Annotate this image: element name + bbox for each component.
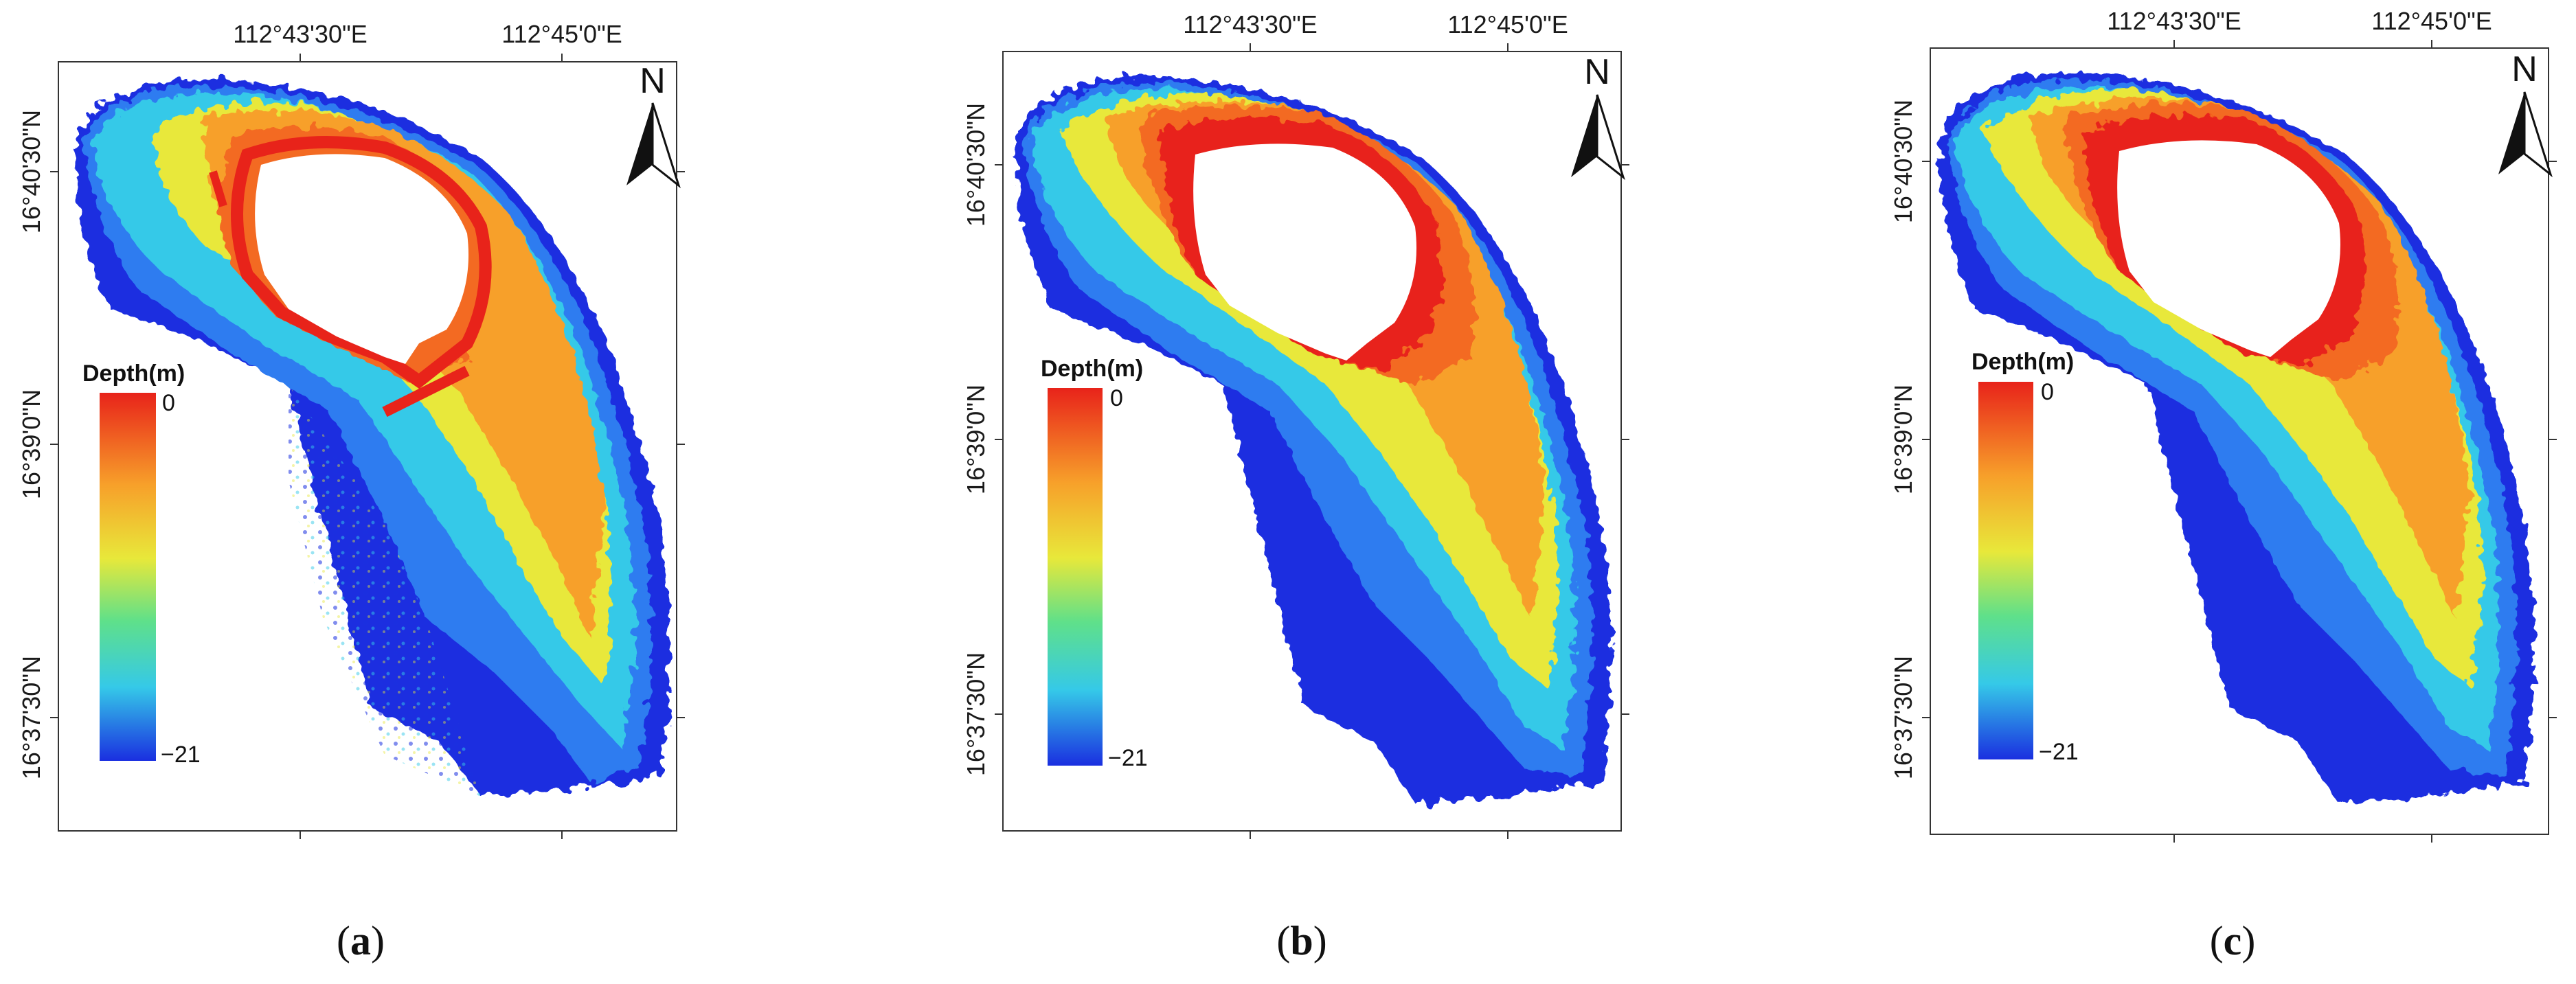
legend-min-label: −21	[1108, 745, 1148, 771]
y-tick-label: 16°40'30"N	[962, 103, 990, 227]
reef-patch	[209, 170, 227, 207]
panel-b: 112°43'30"E 112°45'0"E 16°40'30"N 16°39'…	[962, 10, 1629, 963]
y-tick-label: 16°37'30"N	[17, 656, 45, 779]
y-tick-label: 16°39'0"N	[17, 389, 45, 499]
map-frame	[1930, 47, 2549, 835]
legend-max-label: 0	[2041, 379, 2054, 405]
panel-caption: (a)	[337, 918, 385, 963]
tick-marks	[995, 43, 1629, 839]
y-tick-label: 16°37'30"N	[962, 652, 990, 776]
reef-crest	[231, 136, 492, 389]
island-land	[2117, 140, 2340, 357]
y-tick-label: 16°37'30"N	[1889, 656, 1917, 779]
legend-color-ramp	[1048, 388, 1103, 766]
x-tick-label: 112°43'30"E	[233, 20, 368, 48]
panel-a: 112°43'30"E 112°45'0"E 16°40'30"N 16°39'…	[17, 20, 685, 963]
north-arrow-icon: N	[1571, 52, 1625, 181]
reef-patch	[382, 365, 470, 417]
legend-color-ramp	[1978, 382, 2033, 759]
y-tick-label: 16°40'30"N	[1889, 100, 1917, 223]
north-label: N	[640, 61, 666, 101]
legend-title: Depth(m)	[82, 361, 185, 387]
panel-c: 112°43'30"E 112°45'0"E 16°40'30"N 16°39'…	[1889, 7, 2557, 963]
x-tick-label: 112°43'30"E	[1183, 10, 1318, 38]
legend-title: Depth(m)	[1971, 349, 2074, 375]
depth-legend: Depth(m) 0 −21	[82, 361, 201, 768]
legend-color-ramp	[100, 393, 156, 761]
y-tick-label: 16°39'0"N	[1889, 385, 1917, 494]
y-tick-label: 16°40'30"N	[17, 110, 45, 233]
legend-max-label: 0	[1110, 385, 1123, 411]
map-frame	[1002, 51, 1622, 832]
north-label: N	[1584, 52, 1610, 92]
legend-title: Depth(m)	[1041, 356, 1143, 382]
depth-legend: Depth(m) 0 −21	[1041, 356, 1148, 771]
depth-legend: Depth(m) 0 −21	[1971, 349, 2079, 765]
speckle-texture	[289, 385, 481, 797]
legend-max-label: 0	[162, 390, 175, 416]
x-tick-label: 112°43'30"E	[2107, 7, 2241, 35]
panel-caption: (b)	[1276, 918, 1326, 963]
island-land	[255, 154, 468, 364]
x-tick-label: 112°45'0"E	[501, 20, 622, 48]
tick-marks	[50, 54, 685, 839]
x-tick-label: 112°45'0"E	[2371, 7, 2492, 35]
tick-marks	[1922, 40, 2557, 843]
north-arrow-icon: N	[626, 61, 681, 189]
map-frame	[58, 61, 677, 832]
north-label: N	[2511, 49, 2538, 89]
panel-caption: (c)	[2210, 918, 2256, 963]
legend-min-label: −21	[161, 742, 201, 768]
bathymetry-map	[1015, 76, 1611, 803]
y-tick-label: 16°39'0"N	[962, 385, 990, 494]
island-land	[1193, 144, 1416, 361]
legend-min-label: −21	[2039, 739, 2079, 765]
x-tick-label: 112°45'0"E	[1447, 10, 1568, 38]
north-arrow-icon: N	[2498, 49, 2553, 178]
